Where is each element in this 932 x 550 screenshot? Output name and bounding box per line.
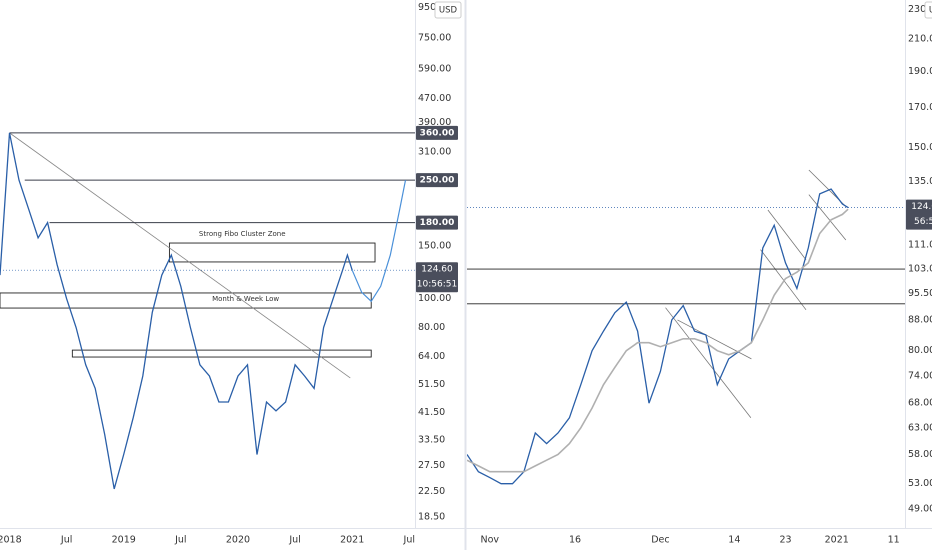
trendline <box>665 307 752 418</box>
x-tick-label: 2018 <box>0 535 22 546</box>
plot-area <box>467 169 905 485</box>
y-tick-label: 135.00 <box>908 176 932 187</box>
y-tick-label: 190.00 <box>908 66 932 77</box>
trendline <box>767 209 807 261</box>
x-tick-label: 16 <box>569 535 581 546</box>
y-tick-label: 27.50 <box>418 460 445 471</box>
x-tick-label: Dec <box>651 535 669 546</box>
x-tick-label: 2019 <box>112 535 136 546</box>
x-tick-label: 14 <box>728 535 740 546</box>
level-tag-label: 360.00 <box>420 128 455 138</box>
y-tick-label: 41.50 <box>418 407 445 418</box>
y-tick-label: 53.00 <box>908 478 932 489</box>
zone-label: Month & Week Low <box>212 295 279 303</box>
level-tag <box>416 215 458 230</box>
y-tick-label: 111.00 <box>908 239 932 250</box>
level-tag <box>416 125 458 140</box>
x-tick-label: 11 <box>888 535 900 546</box>
price-line <box>467 208 849 473</box>
x-tick-label: 2021 <box>825 535 849 546</box>
price-line <box>467 188 849 485</box>
x-tick-label: 2021 <box>340 535 364 546</box>
y-tick-label: 58.00 <box>908 449 932 460</box>
last-price-tag <box>906 199 932 230</box>
y-tick-label: 74.00 <box>908 370 932 381</box>
y-tick-label: 18.50 <box>418 512 445 523</box>
x-tick-label: Jul <box>174 535 186 546</box>
y-tick-label: 63.00 <box>908 422 932 433</box>
x-tick-label: Nov <box>480 535 499 546</box>
y-tick-label: 64.00 <box>418 351 445 362</box>
y-tick-label: 22.50 <box>418 486 445 497</box>
y-tick-label: 150.00 <box>418 241 451 252</box>
y-tick-label: 750.00 <box>418 32 451 43</box>
y-tick-label: 68.00 <box>908 398 932 409</box>
y-tick-label: 230.00 <box>908 4 932 15</box>
currency-label: USD <box>929 6 932 16</box>
price-line <box>0 132 353 490</box>
y-tick-label: 150.00 <box>908 142 932 153</box>
last-price-label: 124.60 <box>421 265 453 275</box>
zone-box <box>168 242 376 263</box>
y-tick-label: 103.00 <box>908 264 932 275</box>
y-tick-label: 95.50 <box>908 288 932 299</box>
countdown: 10:56:51 <box>417 280 457 290</box>
level-tag-label: 250.00 <box>420 176 455 186</box>
level-tag <box>416 173 458 188</box>
y-tick-label: 33.50 <box>418 435 445 446</box>
plot-area: Strong Fibo Cluster Zone Month & Week Low <box>0 132 415 490</box>
currency-box <box>434 1 462 19</box>
trendline <box>760 249 807 311</box>
price-line <box>351 179 407 303</box>
zone-box <box>71 349 372 358</box>
y-tick-label: 390.00 <box>418 117 451 128</box>
countdown: 56:51 <box>914 217 932 227</box>
x-tick-label: 2020 <box>226 535 250 546</box>
trendline <box>677 319 752 360</box>
y-tick-label: 51.50 <box>418 379 445 390</box>
x-tick-label: 23 <box>779 535 791 546</box>
y-tick-label: 49.00 <box>908 503 932 514</box>
last-price-label: 124.60 <box>911 202 932 212</box>
x-tick-label: Jul <box>60 535 72 546</box>
y-tick-label: 590.00 <box>418 63 451 74</box>
trendline <box>9 132 351 379</box>
y-tick-label: 170.00 <box>908 102 932 113</box>
y-tick-label: 210.00 <box>908 34 932 45</box>
y-tick-label: 88.00 <box>908 314 932 325</box>
y-tick-label: 100.00 <box>418 293 451 304</box>
currency-label: USD <box>439 6 458 16</box>
zone-label: Strong Fibo Cluster Zone <box>199 230 286 238</box>
x-tick-label: Jul <box>288 535 300 546</box>
y-tick-label: 470.00 <box>418 93 451 104</box>
last-price-tag <box>416 262 458 293</box>
y-tick-label: 310.00 <box>418 147 451 158</box>
y-tick-label: 80.00 <box>418 322 445 333</box>
level-tag-label: 180.00 <box>420 218 455 228</box>
trendline <box>808 194 847 241</box>
x-tick-label: Jul <box>403 535 415 546</box>
currency-box <box>924 1 932 19</box>
y-tick-label: 80.00 <box>908 345 932 356</box>
